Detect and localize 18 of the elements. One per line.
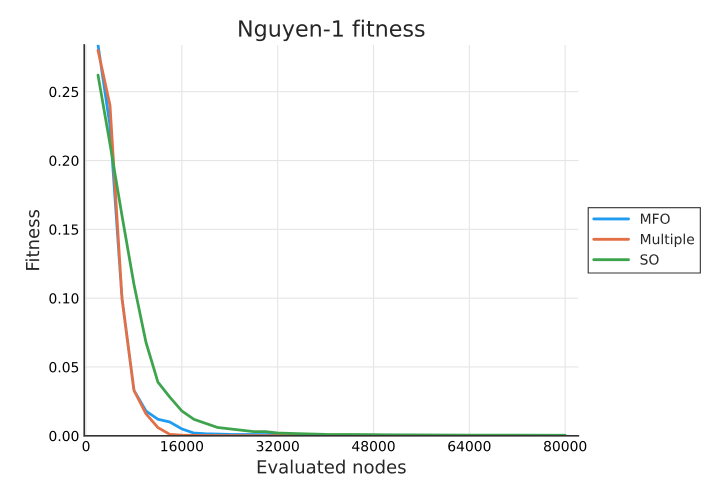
legend-label: MFO <box>640 213 670 224</box>
y-tick-label: 0.20 <box>49 155 78 166</box>
x-axis-title: Evaluated nodes <box>258 460 406 474</box>
chart-title: Nguyen-1 fitness <box>239 20 424 42</box>
x-tick-label: 0 <box>82 440 90 452</box>
y-tick-label: 0.15 <box>49 224 78 235</box>
x-tick-label: 32000 <box>256 440 299 452</box>
y-tick-label: 0.00 <box>49 430 78 442</box>
legend-label: SO <box>640 254 659 265</box>
y-axis-title: Fitness <box>25 210 40 270</box>
x-tick-label: 80000 <box>544 440 586 452</box>
legend-label: Multiple <box>640 234 694 248</box>
y-tick-label: 0.25 <box>49 86 78 98</box>
x-tick-label: 16000 <box>161 440 204 452</box>
y-tick-label: 0.10 <box>49 293 78 304</box>
x-tick-label: 64000 <box>448 440 491 452</box>
y-tick-label: 0.05 <box>49 362 78 372</box>
x-tick-label: 48000 <box>352 440 395 452</box>
